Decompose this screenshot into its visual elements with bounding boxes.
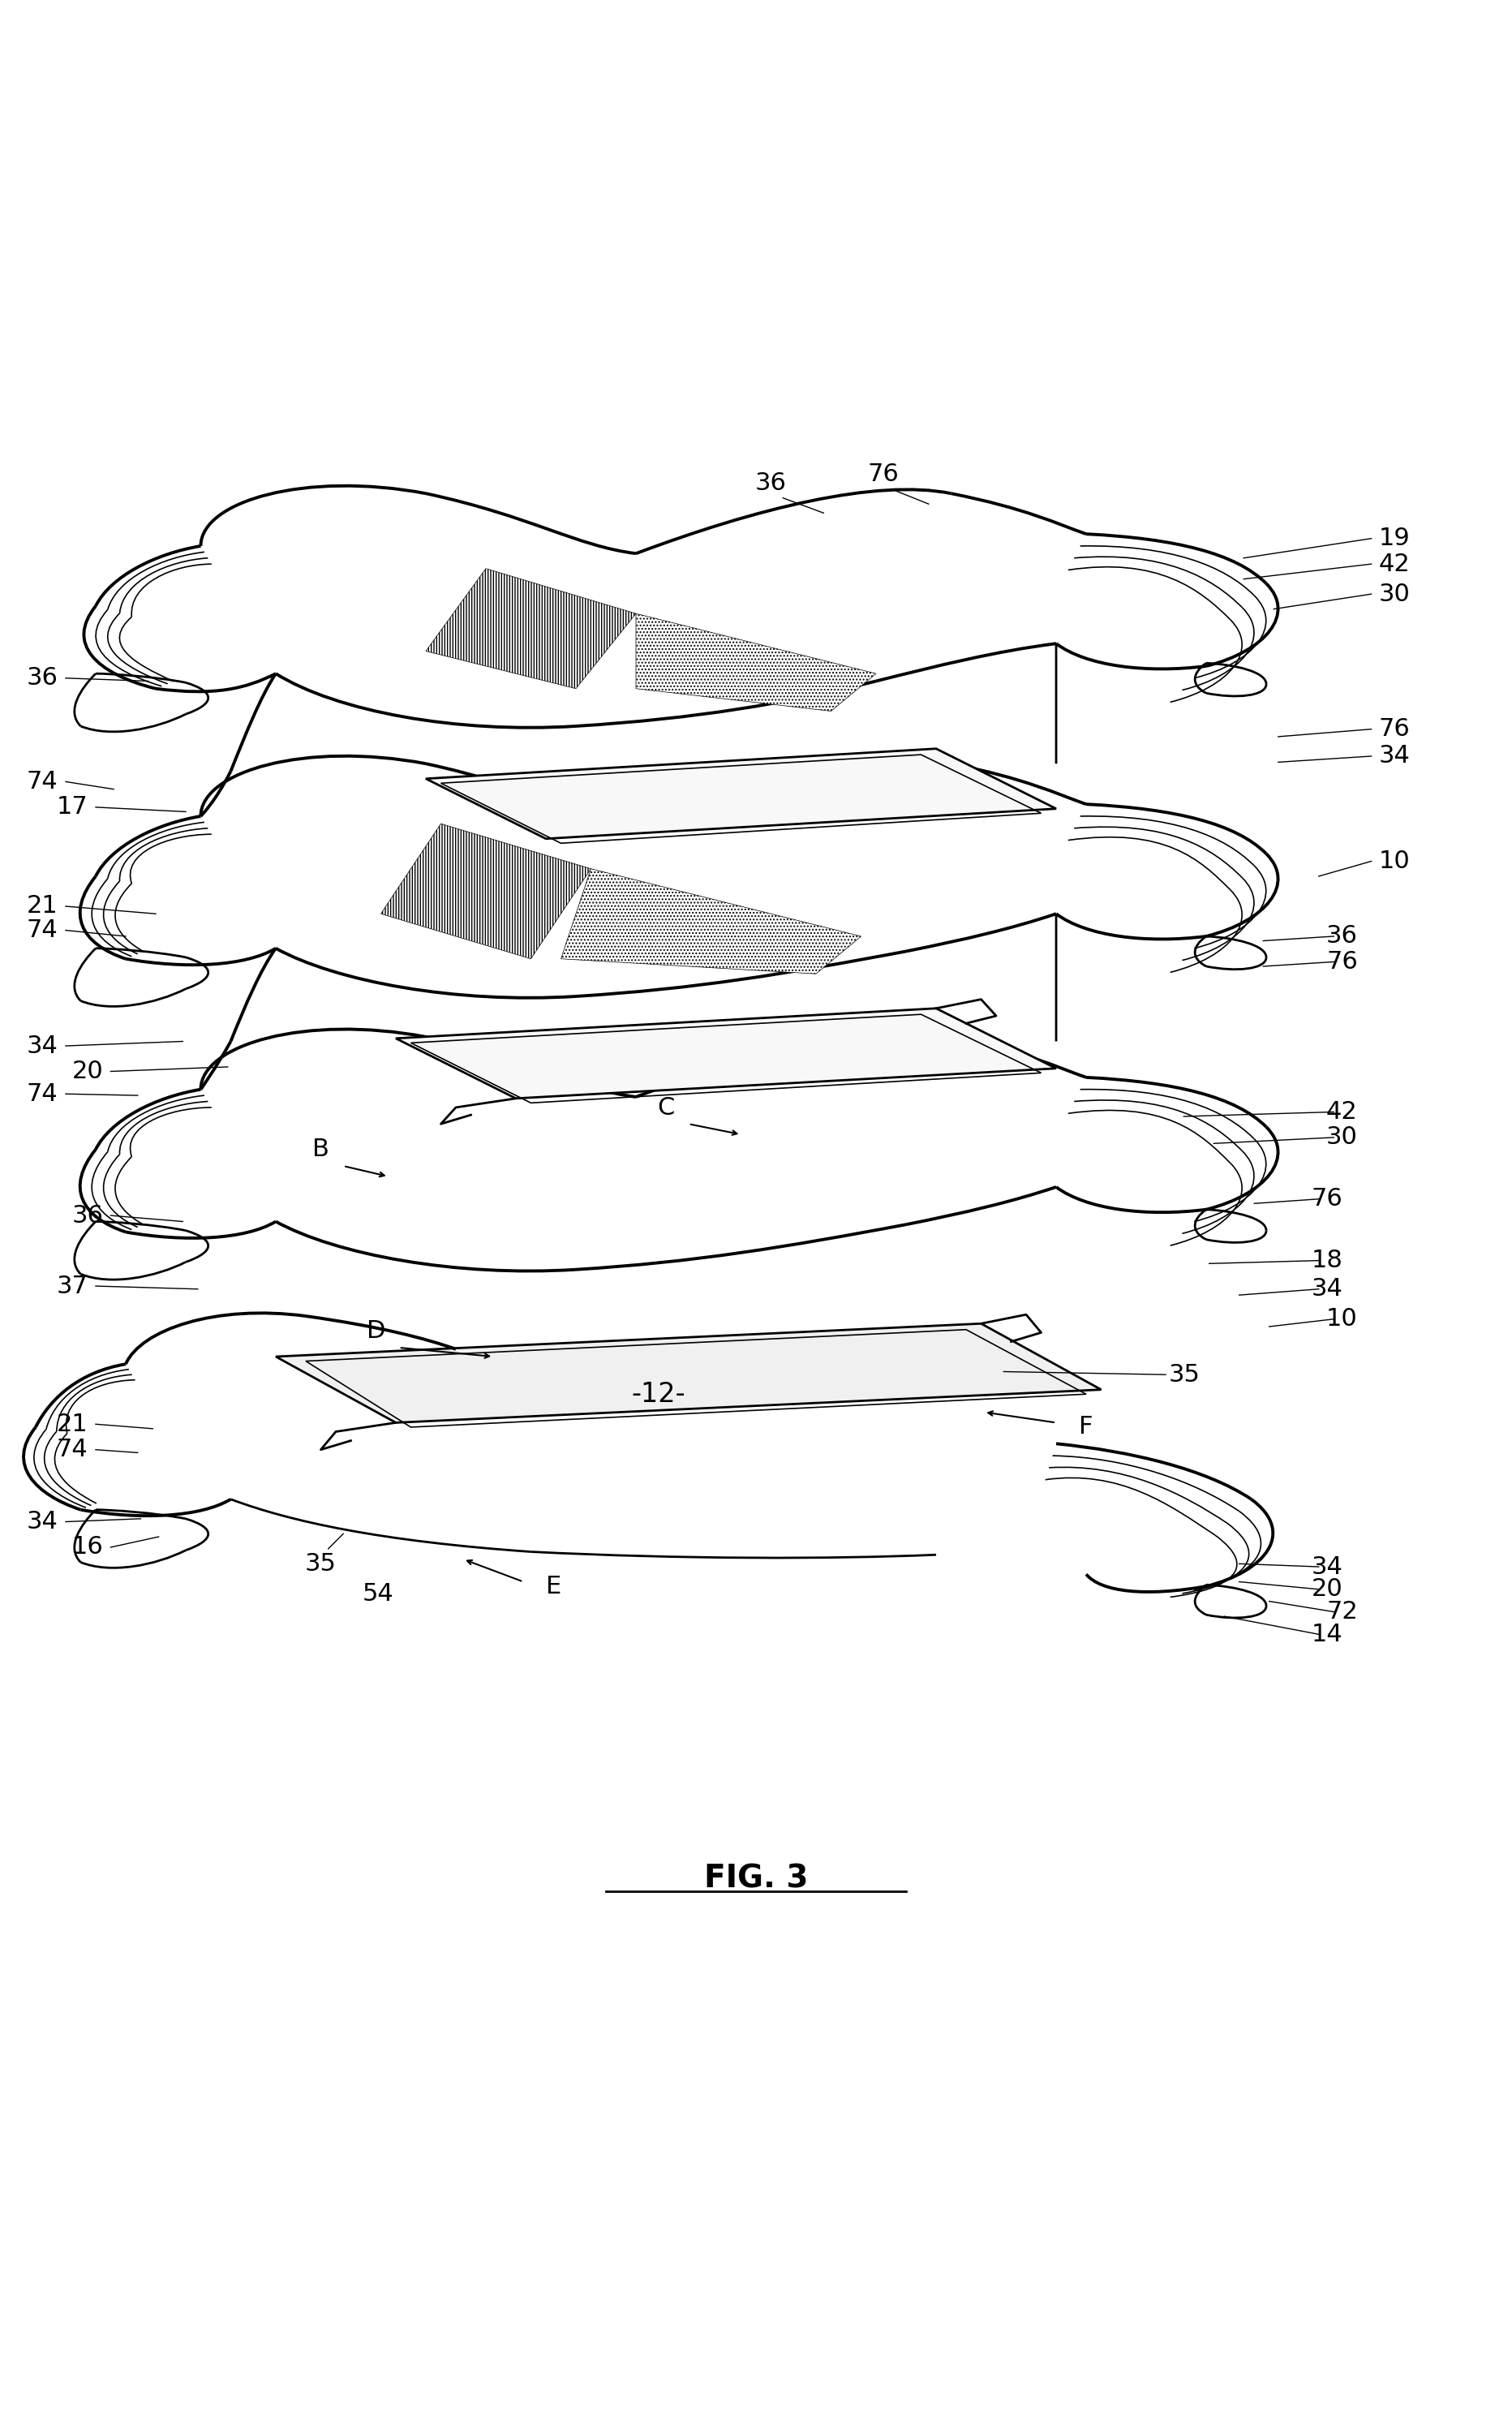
Text: 74: 74 [27,1081,57,1105]
Text: 21: 21 [57,1412,88,1436]
Polygon shape [396,1009,1057,1098]
Text: 36: 36 [27,666,57,690]
Text: E: E [546,1576,561,1597]
Text: B: B [313,1139,330,1161]
Text: 54: 54 [361,1583,393,1605]
Text: 34: 34 [27,1035,57,1057]
Polygon shape [637,613,875,712]
Text: 74: 74 [27,770,57,794]
Text: 76: 76 [1311,1187,1343,1211]
Text: 42: 42 [1326,1100,1358,1124]
Text: 36: 36 [71,1204,103,1228]
Polygon shape [426,748,1057,840]
Text: 18: 18 [1311,1250,1343,1272]
Text: 21: 21 [27,895,57,917]
Text: 20: 20 [71,1059,103,1083]
Text: 36: 36 [754,471,786,495]
Text: 10: 10 [1326,1308,1358,1332]
Text: 74: 74 [27,919,57,941]
Text: 76: 76 [1326,951,1358,972]
Text: 10: 10 [1379,849,1411,874]
Polygon shape [561,869,860,975]
Text: 20: 20 [1311,1578,1343,1602]
Text: 72: 72 [1326,1600,1358,1624]
Text: 35: 35 [1169,1363,1201,1387]
Text: 30: 30 [1326,1127,1358,1149]
Text: 34: 34 [1311,1554,1343,1578]
Text: 14: 14 [1311,1622,1343,1646]
Text: 35: 35 [305,1552,337,1576]
Text: 74: 74 [57,1438,88,1462]
Text: F: F [1078,1416,1093,1438]
Text: D: D [367,1320,386,1344]
Text: 16: 16 [71,1535,103,1559]
Text: 76: 76 [868,463,900,485]
Text: 34: 34 [27,1511,57,1535]
Polygon shape [275,1325,1101,1424]
Text: 36: 36 [1326,924,1358,948]
Text: C: C [658,1096,674,1120]
Text: 42: 42 [1379,553,1411,577]
Text: 34: 34 [1311,1276,1343,1301]
Text: FIG. 3: FIG. 3 [705,1863,807,1894]
Text: 37: 37 [56,1274,88,1298]
Text: 76: 76 [1379,717,1411,741]
Text: 30: 30 [1379,582,1411,606]
Text: 34: 34 [1379,743,1411,767]
Text: 17: 17 [57,796,88,818]
Text: -12-: -12- [632,1380,685,1407]
Polygon shape [381,823,591,958]
Polygon shape [426,569,637,688]
Text: 19: 19 [1379,526,1411,550]
